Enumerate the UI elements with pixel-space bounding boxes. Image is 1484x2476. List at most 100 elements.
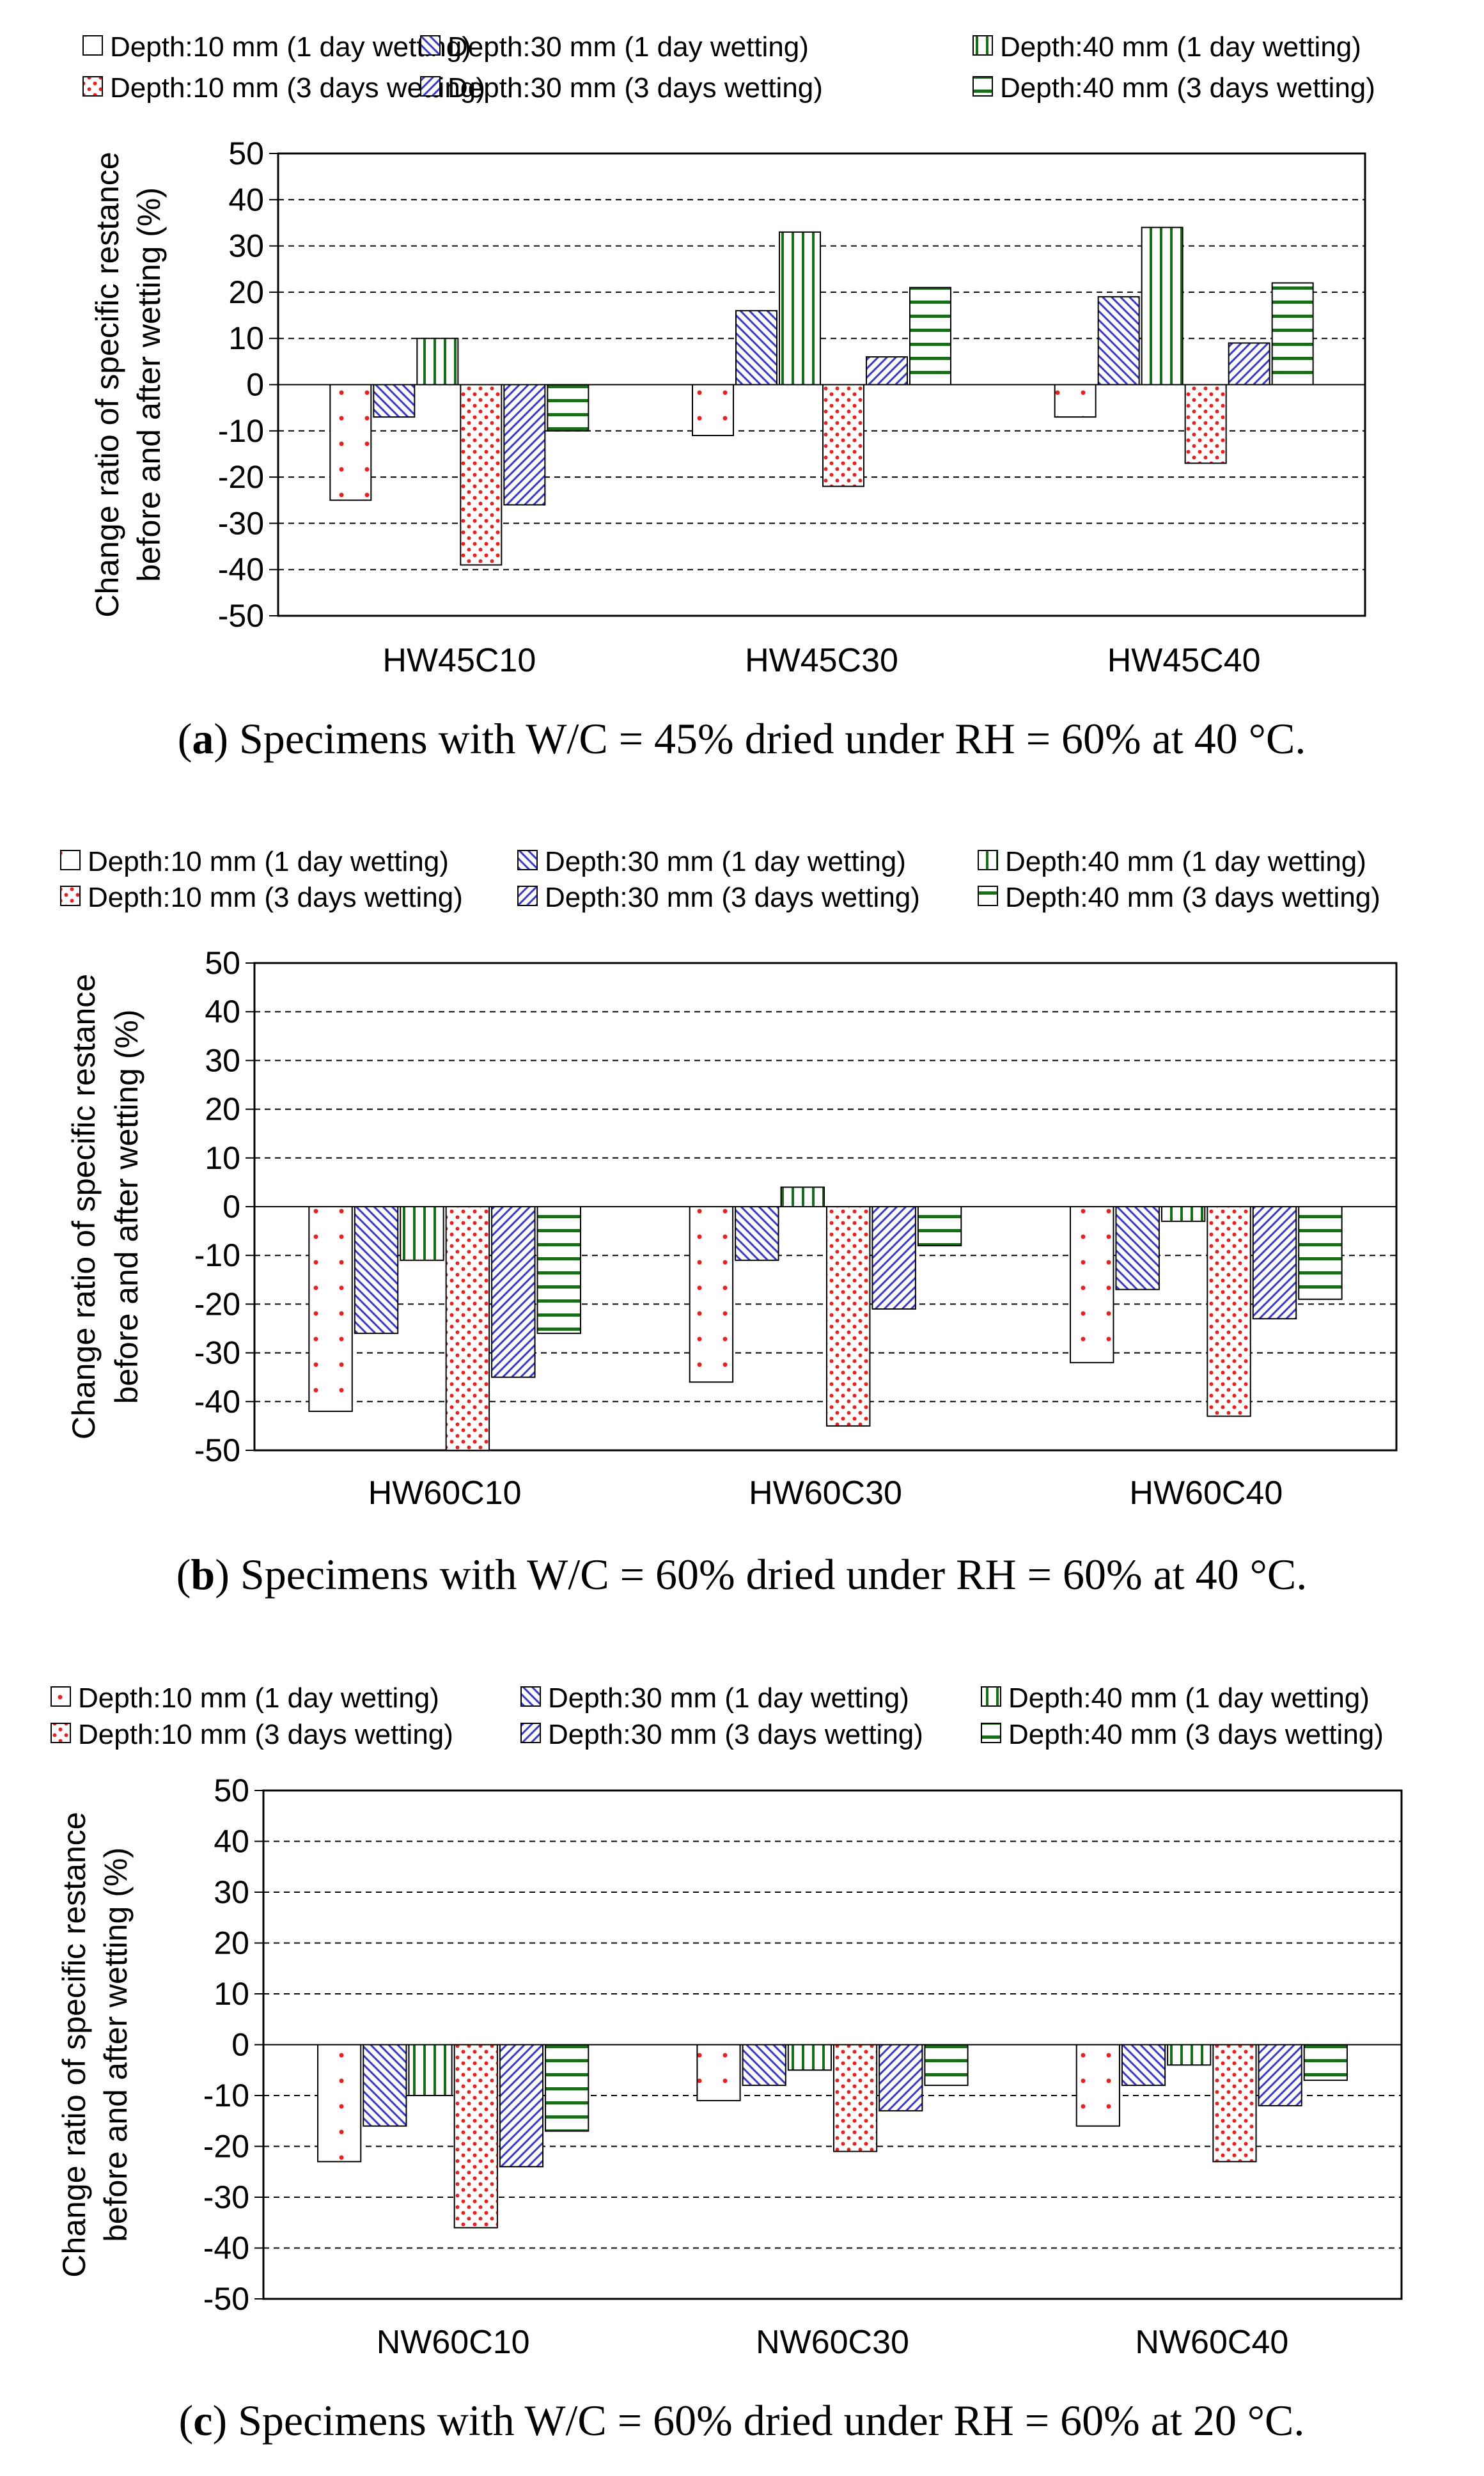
y-tick-label: -30 xyxy=(203,2179,249,2215)
panel-caption: (a) Specimens with W/C = 45% dried under… xyxy=(178,714,1306,763)
y-tick-label: 20 xyxy=(214,1925,249,1961)
bar-HW45C10-series-3 xyxy=(416,338,459,386)
bar-HW60C30-series-5 xyxy=(871,1206,916,1310)
bar-HW60C10-series-3 xyxy=(400,1206,444,1261)
bar-HW45C40-series-3 xyxy=(1141,226,1183,386)
legend-label-2: Depth:30 mm (1 day wetting) xyxy=(548,1682,909,1714)
y-tick-label: 20 xyxy=(205,1092,240,1127)
bar-HW45C40-series-1 xyxy=(1054,384,1097,418)
legend-label-3: Depth:40 mm (1 day wetting) xyxy=(1000,31,1361,63)
bar-HW60C30-series-3 xyxy=(780,1186,825,1208)
bar-HW45C30-series-1 xyxy=(692,384,734,437)
y-tick-label: 0 xyxy=(246,367,264,403)
y-tick-label: 40 xyxy=(214,1824,249,1860)
bar-HW60C10-series-1 xyxy=(308,1206,353,1413)
y-tick-label: -10 xyxy=(194,1237,240,1273)
y-tick-label: -40 xyxy=(203,2230,249,2266)
legend-label-6: Depth:40 mm (3 days wetting) xyxy=(1005,882,1380,913)
legend-label-3: Depth:40 mm (1 day wetting) xyxy=(1005,846,1366,877)
bar-NW60C10-series-3 xyxy=(408,2044,453,2096)
y-tick-label: -10 xyxy=(218,413,264,449)
bar-HW45C40-series-2 xyxy=(1097,296,1140,386)
chart-panel-b: Depth:10 mm (1 day wetting) Depth:30 mm (… xyxy=(60,846,1398,1599)
bar-HW45C40-series-5 xyxy=(1228,342,1270,386)
y-axis-label-line-1: Change ratio of specific restance xyxy=(90,152,125,617)
y-tick-label: 50 xyxy=(205,945,240,981)
y-tick-label: -20 xyxy=(203,2129,249,2165)
x-category-label: HW60C30 xyxy=(749,1475,902,1512)
bar-NW60C40-series-5 xyxy=(1258,2044,1302,2106)
legend-swatch-5 xyxy=(517,886,538,906)
legend-swatch-1 xyxy=(82,35,103,56)
legend-label-5: Depth:30 mm (3 days wetting) xyxy=(545,882,920,913)
plot-frame xyxy=(262,1789,1403,2300)
bar-NW60C30-series-4 xyxy=(833,2044,878,2152)
bar-HW45C10-series-2 xyxy=(373,384,416,418)
y-tick-label: 0 xyxy=(223,1189,240,1225)
legend-label-6: Depth:40 mm (3 days wetting) xyxy=(1000,72,1375,104)
bar-HW45C10-series-6 xyxy=(547,384,590,432)
bar-NW60C10-series-6 xyxy=(545,2044,590,2132)
y-tick-label: -30 xyxy=(218,505,264,541)
legend-swatch-2 xyxy=(517,850,538,870)
y-axis-label-line-2: before and after wetting (%) xyxy=(109,1010,144,1404)
legend-swatch-4 xyxy=(60,886,81,906)
bar-HW60C40-series-2 xyxy=(1115,1206,1160,1290)
bar-NW60C10-series-1 xyxy=(317,2044,362,2163)
y-tick-label: 0 xyxy=(231,2027,249,2063)
y-tick-label: 20 xyxy=(228,274,264,310)
bar-HW45C10-series-1 xyxy=(329,384,372,501)
bar-HW60C30-series-2 xyxy=(735,1206,779,1261)
legend-label-5: Depth:30 mm (3 days wetting) xyxy=(548,1719,923,1750)
legend-swatch-4 xyxy=(51,1723,71,1743)
y-axis-label-line-2: before and after wetting (%) xyxy=(98,1847,134,2242)
bar-NW60C30-series-3 xyxy=(787,2044,832,2071)
y-axis-label-line-2: before and after wetting (%) xyxy=(131,187,167,582)
bar-NW60C30-series-6 xyxy=(924,2044,969,2087)
bar-HW45C10-series-5 xyxy=(503,384,546,506)
bar-NW60C30-series-1 xyxy=(696,2044,741,2101)
y-tick-label: 30 xyxy=(205,1042,240,1078)
bar-NW60C40-series-4 xyxy=(1212,2044,1257,2163)
bar-HW45C30-series-5 xyxy=(866,356,908,386)
bar-HW60C40-series-1 xyxy=(1070,1206,1114,1363)
y-tick-label: 30 xyxy=(228,228,264,264)
bar-HW45C30-series-6 xyxy=(909,286,951,386)
y-tick-label: -50 xyxy=(218,598,264,634)
legend-label-2: Depth:30 mm (1 day wetting) xyxy=(545,846,906,877)
charts-root: Depth:10 mm (1 day wetting)Depth:30 mm (… xyxy=(51,31,1403,2445)
legend-swatch-2 xyxy=(520,1686,541,1707)
legend-swatch-1 xyxy=(60,850,81,870)
panel-caption: (b) Specimens with W/C = 60% dried under… xyxy=(176,1550,1307,1599)
legend-swatch-4 xyxy=(82,76,103,97)
y-tick-label: -30 xyxy=(194,1335,240,1371)
legend-label-4: Depth:10 mm (3 days wetting) xyxy=(78,1719,453,1750)
legend-swatch-6 xyxy=(981,1723,1001,1743)
legend-swatch-3 xyxy=(981,1686,1001,1707)
bar-HW60C10-series-6 xyxy=(536,1206,581,1335)
bar-NW60C40-series-3 xyxy=(1167,2044,1212,2066)
bar-HW45C30-series-4 xyxy=(822,384,864,487)
bar-HW60C30-series-4 xyxy=(826,1206,871,1427)
legend-swatch-2 xyxy=(420,35,441,56)
legend-label-6: Depth:40 mm (3 days wetting) xyxy=(1008,1719,1384,1750)
x-category-label: NW60C40 xyxy=(1135,2324,1288,2361)
x-category-label: HW45C30 xyxy=(745,642,898,679)
x-category-label: HW45C40 xyxy=(1107,642,1261,679)
y-tick-label: -10 xyxy=(203,2078,249,2113)
y-tick-label: 10 xyxy=(228,320,264,356)
bar-HW45C30-series-3 xyxy=(779,231,821,386)
bar-NW60C30-series-2 xyxy=(742,2044,786,2087)
bar-NW60C30-series-5 xyxy=(879,2044,923,2112)
y-tick-label: 40 xyxy=(205,994,240,1030)
bar-HW45C40-series-6 xyxy=(1271,282,1314,386)
bar-HW45C10-series-4 xyxy=(460,384,503,566)
legend-label-4: Depth:10 mm (3 days wetting) xyxy=(88,882,463,913)
x-category-label: NW60C30 xyxy=(756,2324,909,2361)
bar-HW60C10-series-2 xyxy=(354,1206,399,1335)
bar-HW45C40-series-4 xyxy=(1184,384,1227,464)
y-tick-label: 40 xyxy=(228,182,264,217)
bar-HW60C40-series-5 xyxy=(1252,1206,1297,1320)
bar-NW60C40-series-2 xyxy=(1121,2044,1166,2087)
